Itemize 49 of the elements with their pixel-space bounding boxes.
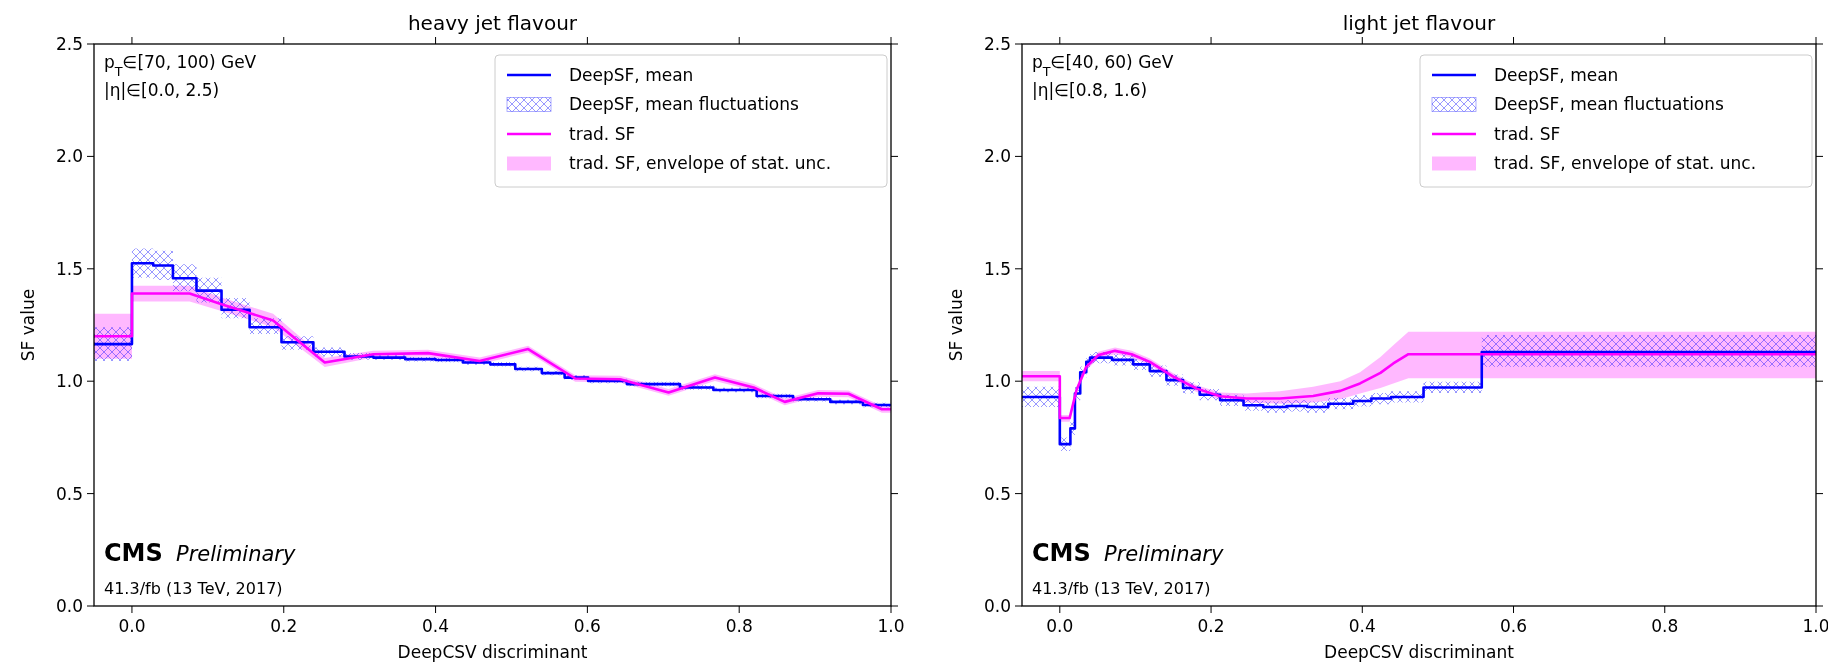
y-tick-label: 1.0 — [55, 371, 83, 392]
y-axis-title: SF value — [946, 288, 966, 362]
y-axis-title: SF value — [18, 288, 38, 362]
y-tick-label: 1.5 — [983, 258, 1011, 279]
x-tick-label: 0.6 — [1500, 616, 1528, 636]
y-tick-label: 0.5 — [55, 483, 83, 504]
annotation: 41.3/fb (13 TeV, 2017) — [104, 579, 283, 598]
chart-title: light jet flavour — [1342, 11, 1497, 35]
annotation: DeepSF, mean fluctuations — [1494, 94, 1725, 115]
annotation: |η|∈[0.0, 2.5) — [104, 80, 220, 100]
x-tick-label: 0.8 — [1651, 616, 1679, 636]
y-tick-label: 2.0 — [55, 146, 83, 167]
annotation: DeepSF, mean fluctuations — [569, 94, 800, 115]
annotation: trad. SF, envelope of stat. unc. — [569, 153, 832, 174]
annotation: |η|∈[0.8, 1.6) — [1032, 80, 1148, 100]
x-tick-label: 0.8 — [725, 616, 753, 636]
y-tick-label: 2.5 — [983, 33, 1011, 54]
chart-title: heavy jet flavour — [407, 11, 578, 35]
legend-label: DeepSF, mean — [1494, 64, 1619, 85]
x-tick-label: 0.0 — [118, 616, 146, 636]
annotation: trad. SF, envelope of stat. unc. — [1494, 153, 1757, 174]
y-tick-label: 0.5 — [983, 483, 1011, 504]
annotation: 41.3/fb (13 TeV, 2017) — [1032, 579, 1211, 598]
x-axis-title: DeepCSV discriminant — [397, 642, 588, 662]
annotation: CMS — [1032, 539, 1091, 567]
x-tick-label: 1.0 — [877, 616, 905, 636]
x-tick-label: 0.6 — [573, 616, 601, 636]
x-tick-label: 0.0 — [1046, 616, 1074, 636]
y-tick-label: 1.5 — [55, 258, 83, 279]
x-axis-title: DeepCSV discriminant — [1324, 642, 1515, 662]
y-tick-label: 0.0 — [55, 595, 83, 616]
legend-label: trad. SF — [1494, 123, 1561, 144]
y-tick-label: 2.5 — [55, 33, 83, 54]
line-series — [1022, 349, 1816, 420]
annotation: p$_{T}$∈[40, 60) GeV — [1032, 52, 1174, 79]
x-tick-label: 0.2 — [1197, 616, 1225, 636]
annotation: Preliminary — [176, 542, 296, 566]
x-tick-label: 0.4 — [422, 616, 450, 636]
annotation: CMS — [104, 539, 163, 567]
annotation: p$_{T}$∈[70, 100) GeV — [104, 52, 257, 79]
legend-label: trad. SF — [569, 123, 636, 144]
annotation: Preliminary — [1104, 542, 1224, 566]
y-tick-label: 1.0 — [983, 371, 1011, 392]
x-tick-label: 0.2 — [270, 616, 298, 636]
legend-label: DeepSF, mean — [569, 64, 694, 85]
x-tick-label: 1.0 — [1802, 616, 1828, 636]
y-tick-label: 2.0 — [983, 146, 1011, 167]
y-tick-label: 0.0 — [983, 595, 1011, 616]
x-tick-label: 0.4 — [1348, 616, 1376, 636]
